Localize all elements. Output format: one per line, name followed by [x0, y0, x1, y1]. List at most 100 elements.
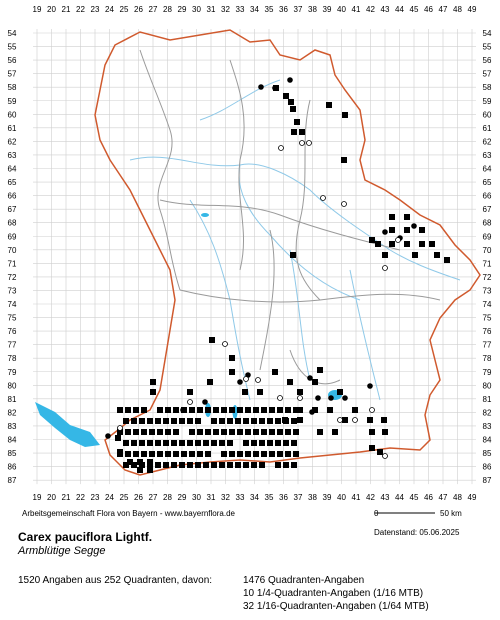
grid-col-label: 33	[236, 5, 245, 14]
grid-row-label: 68	[8, 219, 17, 228]
occurrence-square	[125, 429, 131, 435]
grid-row-label: 83	[8, 422, 17, 431]
occurrence-square	[245, 451, 251, 457]
occurrence-square	[163, 440, 169, 446]
occurrence-square	[141, 407, 147, 413]
occurrence-square	[179, 462, 185, 468]
grid-row-label: 87	[483, 476, 492, 485]
occurrence-square	[197, 407, 203, 413]
occurrence-square	[211, 440, 217, 446]
grid-col-label: 27	[149, 5, 158, 14]
grid-col-label: 23	[91, 5, 100, 14]
occurrence-square	[369, 237, 375, 243]
grid-row-label: 73	[8, 286, 17, 295]
occurrence-markers	[105, 77, 450, 473]
occurrence-square	[237, 407, 243, 413]
grid-row-label: 57	[8, 70, 17, 79]
grid-row-label: 58	[8, 83, 17, 92]
grid-col-label: 35	[265, 5, 274, 14]
grid-row-label: 58	[483, 83, 492, 92]
grid-row-label: 56	[8, 56, 17, 65]
occurrence-square	[251, 440, 257, 446]
occurrence-square	[133, 429, 139, 435]
occurrence-square	[227, 462, 233, 468]
occurrence-square	[312, 407, 318, 413]
occurrence-square	[165, 407, 171, 413]
occurrence-ring	[337, 417, 343, 423]
occurrence-square	[165, 451, 171, 457]
occurrence-square	[312, 379, 318, 385]
occurrence-square	[133, 451, 139, 457]
grid-col-label: 49	[468, 493, 477, 502]
occurrence-square	[163, 418, 169, 424]
grid-col-label: 47	[439, 5, 448, 14]
lake-bodensee	[35, 402, 100, 447]
occurrence-dot	[411, 223, 417, 229]
state-border	[94, 29, 481, 476]
grid-row-label: 61	[483, 124, 492, 133]
occurrence-square	[434, 252, 440, 258]
grid-col-label: 36	[279, 493, 288, 502]
occurrence-square	[444, 257, 450, 263]
occurrence-square	[293, 451, 299, 457]
occurrence-square	[195, 440, 201, 446]
occurrence-square	[127, 459, 133, 465]
grid-row-label: 60	[8, 110, 17, 119]
grid-col-label: 38	[308, 493, 317, 502]
grid-col-label: 22	[76, 5, 85, 14]
grid-top-labels: 19 20 21 22 23 24 25 26 27 28 29 30 31 32 33 34 35 36 37 38…	[33, 5, 477, 14]
grid-row-label: 71	[483, 259, 492, 268]
grid-col-label: 19	[33, 5, 42, 14]
grid-row-label: 63	[8, 151, 17, 160]
grid-col-label: 24	[105, 493, 114, 502]
occurrence-square	[123, 418, 129, 424]
occurrence-square	[275, 418, 281, 424]
lake-brombachsee	[201, 213, 209, 217]
grid-col-label: 30	[192, 5, 201, 14]
scale-bar: 0 50 km	[374, 509, 462, 518]
grid-row-label: 84	[8, 436, 17, 445]
occurrence-square	[237, 451, 243, 457]
grid-row-label: 81	[483, 395, 492, 404]
grid-row-label: 55	[483, 43, 492, 52]
occurrence-square	[219, 462, 225, 468]
occurrence-square	[251, 462, 257, 468]
occurrence-square	[227, 440, 233, 446]
grid-row-label: 79	[483, 368, 492, 377]
occurrence-square	[229, 355, 235, 361]
grid-row-label: 66	[8, 192, 17, 201]
grid-row-label: 77	[8, 341, 17, 350]
occurrence-square	[147, 459, 153, 465]
grid-col-label: 28	[163, 5, 172, 14]
occurrence-square	[297, 417, 303, 423]
credits-text: Arbeitsgemeinschaft Flora von Bayern - w…	[22, 509, 236, 518]
occurrence-square	[337, 389, 343, 395]
occurrence-dot	[202, 399, 208, 405]
grid-col-label: 49	[468, 5, 477, 14]
grid-row-label: 86	[8, 463, 17, 472]
grid-col-label: 29	[178, 493, 187, 502]
grid-col-label: 20	[47, 5, 56, 14]
grid-col-label: 39	[323, 493, 332, 502]
occurrence-square	[367, 417, 373, 423]
grid-col-label: 44	[395, 5, 404, 14]
occurrence-square	[171, 440, 177, 446]
grid-col-label: 32	[221, 5, 230, 14]
grid-col-label: 44	[395, 493, 404, 502]
occurrence-square	[245, 429, 251, 435]
grid-col-label: 43	[381, 5, 390, 14]
occurrence-square	[275, 462, 281, 468]
occurrence-square	[259, 440, 265, 446]
occurrence-square	[195, 418, 201, 424]
occurrence-square	[150, 389, 156, 395]
occurrence-square	[277, 429, 283, 435]
occurrence-square	[147, 418, 153, 424]
occurrence-square	[277, 451, 283, 457]
grid-row-label: 69	[8, 232, 17, 241]
status-date: Datenstand: 05.06.2025	[374, 528, 460, 537]
occurrence-square	[291, 129, 297, 135]
occurrence-dot	[237, 379, 243, 385]
grid-row-label: 78	[483, 354, 492, 363]
occurrence-square	[375, 241, 381, 247]
